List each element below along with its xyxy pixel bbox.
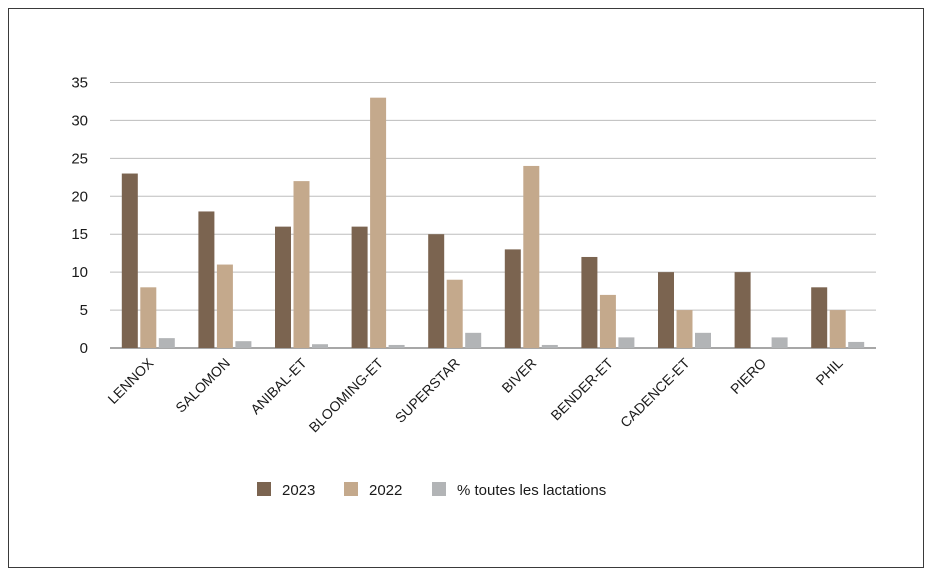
bar-blooming-et-2023 bbox=[351, 226, 368, 348]
bars bbox=[121, 97, 865, 349]
legend-label: 2023 bbox=[282, 482, 315, 499]
x-tick-label: LENNOX bbox=[104, 354, 156, 406]
bar-superstar--toutes-les-lactations bbox=[465, 332, 482, 348]
y-tick-label: 5 bbox=[80, 302, 88, 319]
y-tick-label: 30 bbox=[71, 112, 88, 129]
bar-superstar-2022 bbox=[446, 279, 463, 348]
legend-swatch bbox=[344, 482, 358, 496]
bar-salomon-2023 bbox=[198, 211, 215, 348]
bar-biver-2023 bbox=[504, 249, 521, 348]
bar-anibal-et-2022 bbox=[293, 181, 310, 348]
x-tick-label: CADENCE-ET bbox=[617, 354, 693, 430]
bar-piero-2023 bbox=[734, 272, 751, 348]
bar-lennox-2023 bbox=[121, 173, 138, 348]
y-tick-label: 35 bbox=[71, 75, 88, 92]
x-tick-label: PHIL bbox=[812, 355, 845, 388]
y-tick-label: 20 bbox=[71, 188, 88, 205]
x-tick-label: SALOMON bbox=[172, 355, 233, 416]
bar-blooming-et--toutes-les-lactations bbox=[388, 344, 405, 348]
bar-phil--toutes-les-lactations bbox=[848, 341, 865, 348]
legend-label: % toutes les lactations bbox=[457, 482, 606, 499]
legend-swatch bbox=[257, 482, 271, 496]
bar-salomon--toutes-les-lactations bbox=[235, 341, 252, 348]
x-tick-label: BLOOMING-ET bbox=[306, 354, 387, 435]
bar-salomon-2022 bbox=[216, 264, 233, 348]
bar-bender-et--toutes-les-lactations bbox=[618, 337, 635, 348]
bar-bender-et-2023 bbox=[581, 256, 598, 348]
bar-anibal-et--toutes-les-lactations bbox=[312, 344, 328, 348]
y-tick-label: 10 bbox=[71, 264, 88, 281]
bar-biver-2022 bbox=[523, 165, 540, 348]
bar-cadence-et--toutes-les-lactations bbox=[695, 332, 711, 348]
legend-label: 2022 bbox=[369, 482, 402, 499]
bar-chart: 0 5 10 15 20 25 30 35 LENNOX SALOMON ANIBAL-ETBLO… bbox=[71, 75, 876, 499]
bar-biver--toutes-les-lactations bbox=[541, 344, 558, 348]
bar-anibal-et-2023 bbox=[275, 226, 291, 348]
x-tick-label: PIERO bbox=[727, 355, 769, 397]
bar-blooming-et-2022 bbox=[370, 97, 387, 349]
bar-cadence-et-2023 bbox=[658, 272, 674, 348]
bar-lennox-2022 bbox=[140, 287, 157, 348]
bar-phil-2022 bbox=[829, 310, 846, 348]
x-tick-label: ANIBAL-ET bbox=[247, 354, 310, 417]
y-tick-label: 0 bbox=[80, 340, 88, 357]
y-tick-label: 25 bbox=[71, 150, 88, 167]
legend: 2023 2022 % toutes les lactations bbox=[257, 482, 606, 499]
bar-superstar-2023 bbox=[428, 234, 445, 348]
x-tick-label: BIVER bbox=[498, 355, 539, 396]
bar-phil-2023 bbox=[811, 287, 828, 348]
y-axis-ticks: 0 5 10 15 20 25 30 35 bbox=[71, 75, 88, 358]
x-tick-label: BENDER-ET bbox=[547, 354, 616, 423]
bar-lennox--toutes-les-lactations bbox=[158, 338, 175, 348]
bar-bender-et-2022 bbox=[599, 294, 616, 348]
bar-cadence-et-2022 bbox=[676, 310, 693, 348]
y-tick-label: 15 bbox=[71, 226, 88, 243]
x-tick-label: SUPERSTAR bbox=[392, 355, 463, 426]
bar-piero--toutes-les-lactations bbox=[771, 337, 788, 348]
legend-swatch bbox=[432, 482, 446, 496]
chart-frame bbox=[8, 8, 924, 568]
